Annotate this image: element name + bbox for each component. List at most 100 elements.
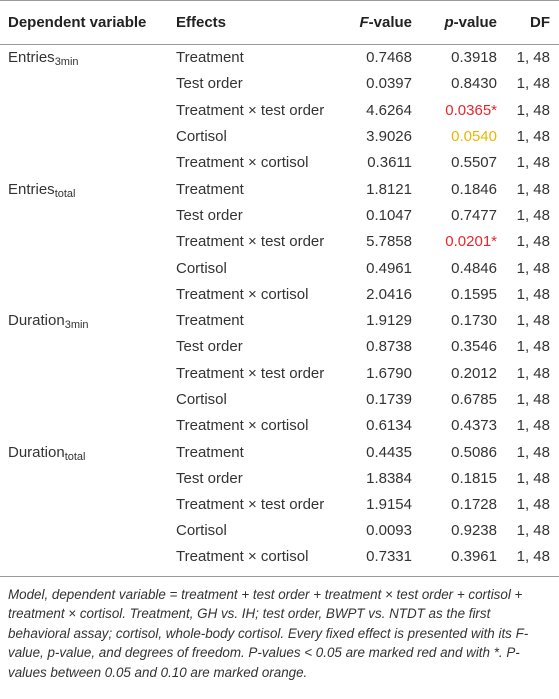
header-row: Dependent variable Effects F-value p-value D… bbox=[0, 0, 559, 45]
effect: Cortisol bbox=[176, 259, 227, 277]
p-value: 0.7477 bbox=[451, 206, 497, 224]
dependent-variable bbox=[0, 97, 168, 123]
f-value: 1.9154 bbox=[366, 496, 412, 514]
effect: Test order bbox=[176, 469, 243, 487]
p-value: 0.2012 bbox=[451, 364, 497, 382]
df: 1, 48 bbox=[516, 364, 550, 382]
effect: Treatment × cortisol bbox=[176, 548, 309, 566]
df: 1, 48 bbox=[516, 548, 550, 566]
header-italic: F bbox=[359, 14, 369, 31]
effect: Cortisol bbox=[176, 391, 227, 408]
df: 1, 48 bbox=[516, 259, 550, 277]
effect: Treatment × cortisol bbox=[176, 285, 309, 303]
dependent-variable bbox=[0, 413, 168, 439]
p-value: 0.5507 bbox=[451, 154, 497, 172]
table-row: Treatment × cortisol 2.0416 0.1595 1, 48 bbox=[0, 281, 559, 307]
dependent-variable bbox=[0, 544, 168, 576]
p-value: 0.0540 bbox=[451, 128, 497, 146]
dependent-variable bbox=[0, 150, 168, 176]
p-value: 0.4373 bbox=[451, 417, 497, 435]
table-row: Test order 0.8738 0.3546 1, 48 bbox=[0, 334, 559, 360]
effect: Test order bbox=[176, 206, 243, 224]
table-row: Treatment × test order 1.9154 0.1728 1, 48 bbox=[0, 492, 559, 518]
footnote: Model, dependent variable = treatment + … bbox=[8, 586, 529, 680]
df: 1, 48 bbox=[516, 101, 550, 119]
f-value: 1.6790 bbox=[366, 364, 412, 382]
effect: Treatment bbox=[176, 443, 244, 461]
header-text: -value bbox=[453, 14, 497, 31]
effect: Treatment bbox=[176, 312, 244, 330]
dependent-variable bbox=[0, 71, 168, 97]
p-value: 0.1595 bbox=[451, 285, 497, 303]
f-value: 5.7858 bbox=[366, 233, 412, 251]
f-value: 0.7331 bbox=[366, 548, 412, 566]
f-value: 1.9129 bbox=[366, 312, 412, 330]
dependent-variable bbox=[0, 334, 168, 360]
df: 1, 48 bbox=[516, 496, 550, 514]
f-value: 0.4961 bbox=[366, 259, 412, 277]
df: 1, 48 bbox=[516, 285, 550, 303]
df: 1, 48 bbox=[516, 206, 550, 224]
effect: Treatment bbox=[176, 49, 244, 67]
table-row: Treatment × cortisol 0.3611 0.5507 1, 48 bbox=[0, 150, 559, 176]
dependent-variable bbox=[0, 281, 168, 307]
table-row: Treatment × cortisol 0.7331 0.3961 1, 48 bbox=[0, 544, 559, 576]
table-row: Treatment × test order 1.6790 0.2012 1, 48 bbox=[0, 360, 559, 386]
table-row: Cortisol 0.4961 0.4846 1, 48 bbox=[0, 255, 559, 281]
p-value: 0.0365* bbox=[445, 101, 497, 119]
df: 1, 48 bbox=[516, 312, 550, 330]
p-value: 0.8430 bbox=[451, 75, 497, 93]
dependent-variable bbox=[0, 123, 168, 149]
effect: Test order bbox=[176, 75, 243, 93]
df: 1, 48 bbox=[516, 180, 550, 198]
dependent-variable: Duration3min bbox=[0, 307, 168, 333]
table-row: Test order 1.8384 0.1815 1, 48 bbox=[0, 465, 559, 491]
p-value: 0.3546 bbox=[451, 338, 497, 356]
variable-subscript: total bbox=[64, 450, 86, 463]
effect: Treatment bbox=[176, 180, 244, 198]
dependent-variable bbox=[0, 386, 168, 412]
p-value: 0.9238 bbox=[451, 522, 497, 540]
p-value: 0.1728 bbox=[451, 496, 497, 514]
table-row: Cortisol 3.9026 0.0540 1, 48 bbox=[0, 123, 559, 149]
table-row: Treatment × test order 4.6264 0.0365* 1, 48 bbox=[0, 97, 559, 123]
table-row: Treatment × test order 5.7858 0.0201* 1, 48 bbox=[0, 229, 559, 255]
table-body: Entries3min Treatment 0.7468 0.3918 1, 48 Tes… bbox=[0, 45, 559, 577]
variable-name: Duration bbox=[8, 312, 65, 330]
f-value: 0.4435 bbox=[366, 443, 412, 461]
effect: Cortisol bbox=[176, 128, 227, 146]
p-value: 0.6785 bbox=[451, 391, 497, 408]
f-value: 3.9026 bbox=[366, 128, 412, 146]
effect: Treatment × cortisol bbox=[176, 417, 309, 435]
dependent-variable bbox=[0, 492, 168, 518]
dependent-variable bbox=[0, 518, 168, 544]
variable-subscript: 3min bbox=[64, 319, 89, 332]
df: 1, 48 bbox=[516, 469, 550, 487]
table-row: Cortisol 0.0093 0.9238 1, 48 bbox=[0, 518, 559, 544]
effect: Test order bbox=[176, 338, 243, 356]
dependent-variable: Entriestotal bbox=[0, 176, 168, 202]
table-row: Test order 0.1047 0.7477 1, 48 bbox=[0, 202, 559, 228]
header-text: -value bbox=[368, 14, 412, 31]
table-row: Entriestotal Treatment 1.8121 0.1846 1, 48 bbox=[0, 176, 559, 202]
variable-name: Duration bbox=[8, 443, 65, 461]
dependent-variable bbox=[0, 465, 168, 491]
df: 1, 48 bbox=[516, 417, 550, 435]
table-row: Duration3min Treatment 1.9129 0.1730 1, 48 bbox=[0, 307, 559, 333]
header-text: Dependent variable bbox=[8, 14, 147, 31]
effect: Treatment × test order bbox=[176, 101, 325, 119]
dependent-variable bbox=[0, 360, 168, 386]
f-value: 0.1739 bbox=[366, 391, 412, 408]
p-value: 0.3961 bbox=[451, 548, 497, 566]
p-value: 0.4846 bbox=[451, 259, 497, 277]
f-value: 0.8738 bbox=[366, 338, 412, 356]
f-value: 0.0397 bbox=[366, 75, 412, 93]
variable-name: Entries bbox=[8, 49, 55, 67]
f-value: 1.8121 bbox=[366, 180, 412, 198]
f-value: 0.0093 bbox=[366, 522, 412, 540]
effect: Treatment × test order bbox=[176, 233, 325, 251]
column-header: F-value bbox=[350, 1, 420, 45]
dependent-variable: Durationtotal bbox=[0, 439, 168, 465]
table-header: Dependent variable Effects F-value p-value D… bbox=[0, 0, 559, 45]
df: 1, 48 bbox=[516, 49, 550, 67]
